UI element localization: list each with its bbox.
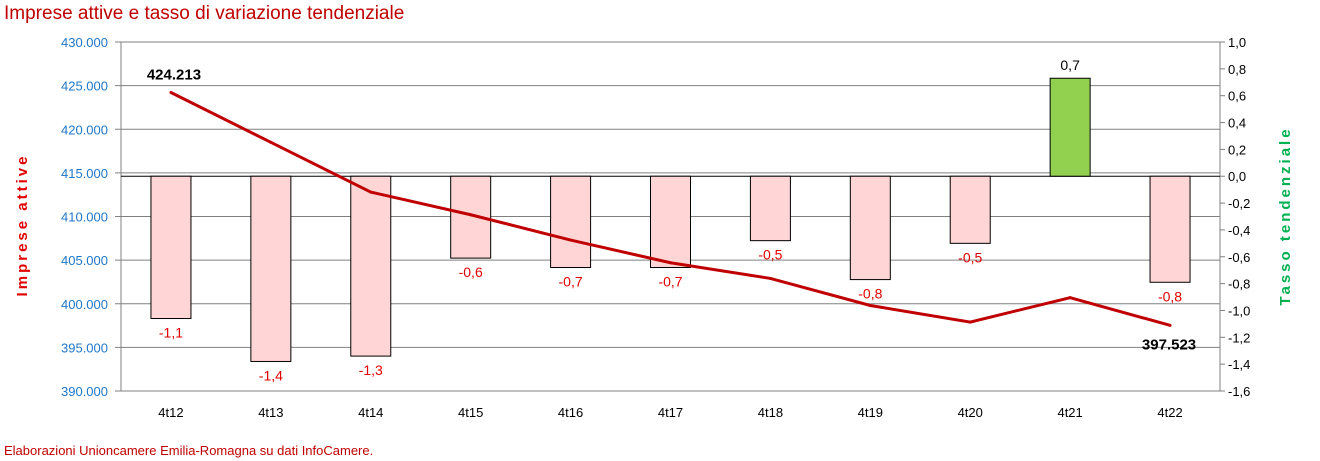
x-tick-label: 4t18 — [758, 405, 783, 420]
y-left-tick-label: 395.000 — [61, 340, 108, 355]
bar — [849, 175, 891, 281]
x-tick-label: 4t16 — [558, 405, 583, 420]
source-note: Elaborazioni Unioncamere Emilia-Romagna … — [4, 443, 374, 458]
line-data-label: 397.523 — [1142, 336, 1196, 353]
y-right-tick-label: 0,6 — [1228, 89, 1246, 104]
bar-data-label: -0,8 — [1158, 288, 1182, 304]
y-left-tick-label: 400.000 — [61, 297, 108, 312]
line-point — [768, 276, 772, 280]
line-data-label: 424.213 — [147, 66, 201, 83]
y-right-tick-label: -1,0 — [1228, 303, 1250, 318]
bar — [949, 175, 991, 244]
bar-data-label: -1,3 — [359, 362, 383, 378]
x-tick-label: 4t12 — [158, 405, 183, 420]
y-right-tick-label: -0,8 — [1228, 277, 1250, 292]
y-left-tick-label: 425.000 — [61, 79, 108, 94]
bar — [650, 175, 691, 269]
y-right-tick-label: 1,0 — [1228, 35, 1246, 50]
bar-data-label: -0,7 — [658, 274, 682, 290]
line-point — [269, 140, 273, 144]
line-point — [369, 190, 373, 194]
bar — [350, 175, 392, 357]
line-point — [1168, 323, 1172, 327]
x-tick-label: 4t15 — [458, 405, 483, 420]
y-right-tick-label: -0,4 — [1228, 223, 1250, 238]
bar-data-label: -0,5 — [758, 247, 782, 263]
line-point — [968, 320, 972, 324]
y-right-tick-label: -0,6 — [1228, 250, 1250, 265]
y-right-tick-label: -0,2 — [1228, 196, 1250, 211]
bar-data-label: -0,5 — [958, 249, 982, 265]
y-left-tick-label: 430.000 — [61, 35, 108, 50]
x-tick-label: 4t20 — [958, 405, 983, 420]
line-point — [169, 90, 173, 94]
y-right-tick-label: 0,0 — [1228, 169, 1246, 184]
x-tick-label: 4t22 — [1157, 405, 1182, 420]
bar — [1149, 175, 1191, 283]
line-point — [669, 261, 672, 265]
y-left-axis-title: Imprese attive — [14, 154, 31, 297]
y-right-tick-label: 0,2 — [1228, 142, 1246, 157]
x-tick-label: 4t17 — [658, 405, 683, 420]
y-left-tick-label: 420.000 — [61, 122, 108, 137]
y-left-tick-label: 410.000 — [61, 210, 108, 225]
bar-data-label: -0,6 — [459, 264, 483, 280]
line-point — [1068, 296, 1072, 300]
x-tick-label: 4t13 — [258, 405, 283, 420]
y-right-tick-label: -1,6 — [1228, 384, 1250, 399]
bar — [250, 175, 292, 362]
x-tick-label: 4t14 — [358, 405, 383, 420]
y-right-axis-title: Tasso tendenziale — [1277, 126, 1294, 305]
bar — [749, 175, 791, 242]
bar-data-label: -1,4 — [259, 367, 283, 383]
x-tick-label: 4t19 — [858, 405, 883, 420]
bar-data-label: 0,7 — [1060, 57, 1080, 73]
bar-data-label: -0,7 — [559, 274, 583, 290]
line-point — [569, 238, 573, 242]
chart-title: Imprese attive e tasso di variazione ten… — [4, 3, 405, 24]
bar — [550, 175, 592, 269]
bar — [150, 175, 192, 320]
bar-data-label: -1,1 — [159, 325, 183, 341]
bar — [1049, 77, 1091, 177]
bar-data-label: -0,8 — [858, 286, 882, 302]
y-right-tick-label: 0,8 — [1228, 62, 1246, 77]
line-point — [469, 213, 473, 217]
y-right-tick-label: 0,4 — [1228, 116, 1246, 131]
y-left-tick-label: 405.000 — [61, 253, 108, 268]
y-right-tick-label: -1,2 — [1228, 330, 1250, 345]
line-point — [868, 303, 872, 307]
x-tick-label: 4t21 — [1057, 405, 1082, 420]
y-left-tick-label: 415.000 — [61, 166, 108, 181]
y-left-tick-label: 390.000 — [61, 384, 108, 399]
y-right-tick-label: -1,4 — [1228, 357, 1250, 372]
